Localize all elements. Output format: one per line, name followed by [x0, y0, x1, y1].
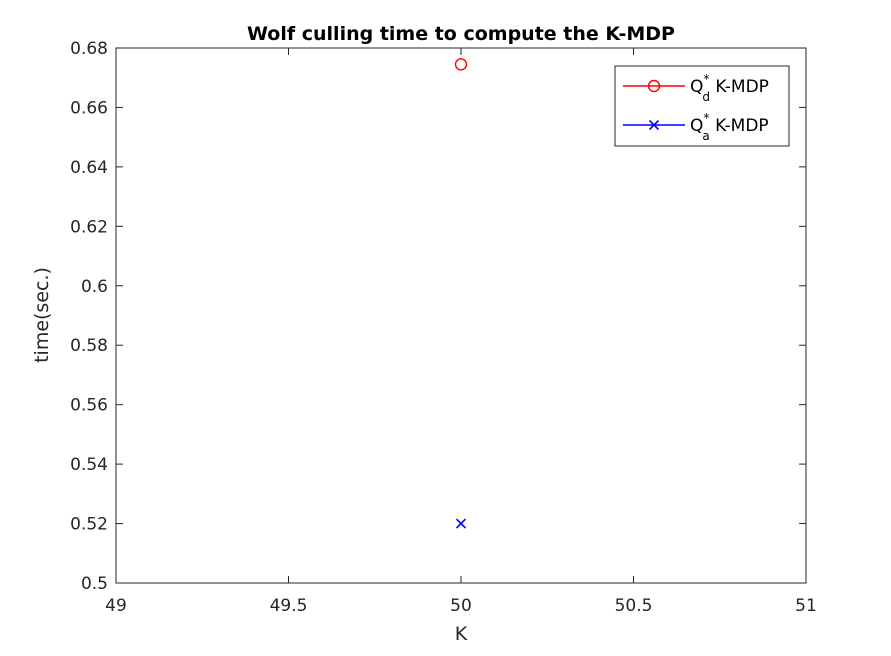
y-tick-label: 0.5: [81, 574, 108, 594]
legend-box: [614, 65, 790, 147]
x-axis-label: K: [455, 623, 468, 645]
y-tick-label: 0.68: [70, 39, 108, 59]
data-point: [455, 518, 467, 529]
legend-marker: [648, 119, 660, 131]
x-tick-label: 49.5: [270, 596, 308, 616]
y-tick-label: 0.54: [70, 455, 108, 475]
y-tick-label: 0.58: [70, 336, 108, 356]
x-tick-label: 50: [450, 596, 472, 616]
x-tick-label: 49: [105, 596, 127, 616]
data-point: [454, 58, 468, 71]
legend-marker: [647, 79, 661, 93]
y-tick-label: 0.56: [70, 396, 108, 416]
chart-title: Wolf culling time to compute the K-MDP: [247, 23, 675, 45]
legend-label: Q* d K-MDP: [690, 72, 769, 104]
y-tick-label: 0.66: [70, 98, 108, 118]
y-tick-label: 0.52: [70, 515, 108, 535]
data-marks: [454, 58, 468, 529]
y-tick-label: 0.64: [70, 158, 108, 178]
y-tick-label: 0.62: [70, 217, 108, 237]
y-axis-ticks: 0.5 0.52 0.54 0.56 0.58 0.6 0.62 0.64 0.66 0.68: [70, 39, 806, 594]
legend: Q* d K-MDP Q* a K-MDP: [614, 65, 790, 147]
legend-label: Q* a K-MDP: [690, 111, 769, 143]
x-axis-ticks: 49 49.5 50 50.5 51: [105, 48, 817, 616]
x-tick-label: 50.5: [615, 596, 653, 616]
y-tick-label: 0.6: [81, 277, 108, 297]
y-axis-label: time(sec.): [31, 267, 53, 363]
x-tick-label: 51: [795, 596, 817, 616]
